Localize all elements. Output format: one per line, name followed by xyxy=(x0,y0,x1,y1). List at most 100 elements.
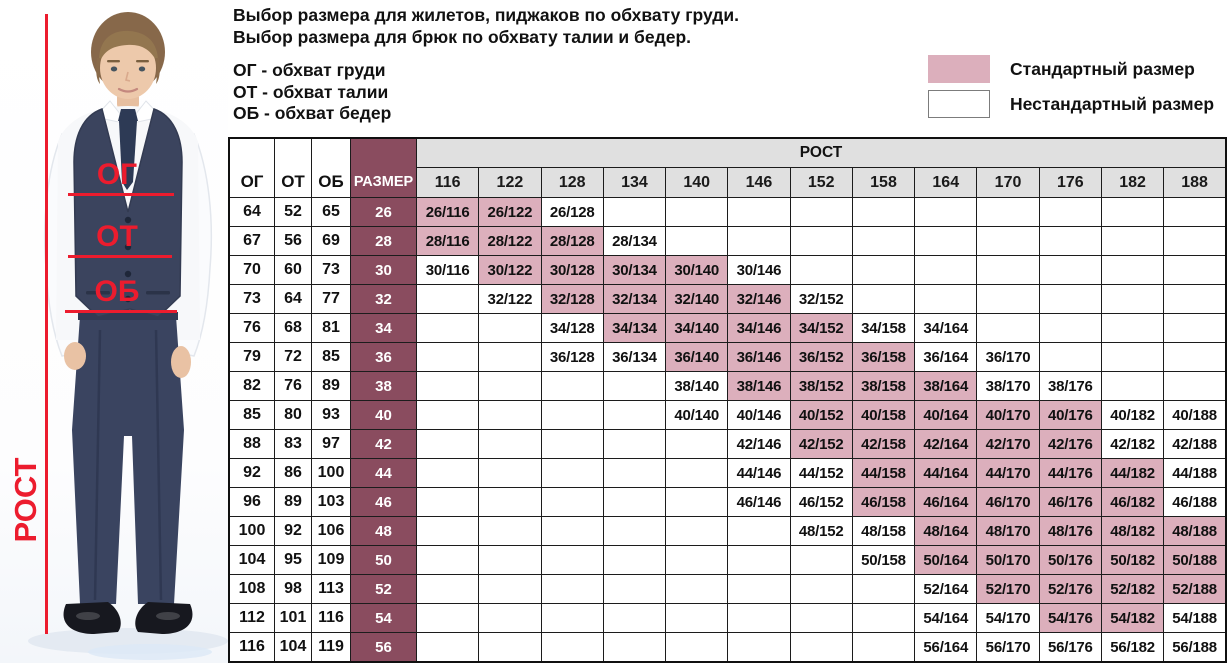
empty-cell xyxy=(851,284,916,314)
size-height-cell: 26/128 xyxy=(540,197,604,227)
chest-value: 104 xyxy=(228,545,275,575)
size-row-32: 73 64 77 32 32/122 32/128 32/134 32/140 32/146 32… xyxy=(228,284,1227,314)
empty-cell xyxy=(851,632,916,663)
empty-cell xyxy=(1100,255,1165,285)
chest-value: 108 xyxy=(228,574,275,604)
size-height-cell: 46/146 xyxy=(727,487,791,517)
size-height-cell: 38/164 xyxy=(914,371,978,401)
abbr-hips: ОБ - обхват бедер xyxy=(233,103,392,123)
empty-cell xyxy=(415,603,480,633)
size-row-26: 64 52 65 26 26/116 26/122 26/128 xyxy=(228,197,1227,227)
empty-cell xyxy=(976,197,1040,227)
size-height-cell: 36/134 xyxy=(602,342,667,372)
size-height-cell: 46/176 xyxy=(1038,487,1102,517)
size-height-cell: 46/164 xyxy=(914,487,978,517)
empty-cell xyxy=(540,487,604,517)
size-height-cell: 44/176 xyxy=(1038,458,1102,488)
size-value: 54 xyxy=(350,603,417,633)
column-header-ot: ОТ xyxy=(274,137,312,198)
size-height-cell: 28/122 xyxy=(478,226,542,256)
hips-label: ОБ xyxy=(94,275,140,308)
size-height-cell: 50/188 xyxy=(1163,545,1227,575)
size-height-cell: 50/182 xyxy=(1100,545,1165,575)
size-height-cell: 44/182 xyxy=(1100,458,1165,488)
empty-cell xyxy=(665,197,729,227)
empty-cell xyxy=(851,197,916,227)
empty-cell xyxy=(415,545,480,575)
hips-value: 89 xyxy=(311,371,351,401)
chest-value: 64 xyxy=(228,197,275,227)
size-height-cell: 56/182 xyxy=(1100,632,1165,663)
height-header-164: 164 xyxy=(914,167,978,198)
empty-cell xyxy=(1038,255,1102,285)
size-row-36: 79 72 85 36 36/128 36/134 36/140 36/146 36/152 36… xyxy=(228,342,1227,372)
size-height-cell: 28/128 xyxy=(540,226,604,256)
waist-value: 83 xyxy=(274,429,312,459)
empty-cell xyxy=(851,226,916,256)
size-row-48: 100 92 106 48 48/152 48/158 48/164 48/170 48/176… xyxy=(228,516,1227,546)
empty-cell xyxy=(540,429,604,459)
legend: Стандартный размер Нестандартный размер xyxy=(928,55,1214,125)
size-height-cell: 36/128 xyxy=(540,342,604,372)
size-height-cell: 52/170 xyxy=(976,574,1040,604)
empty-cell xyxy=(415,458,480,488)
hips-value: 65 xyxy=(311,197,351,227)
empty-cell xyxy=(1100,342,1165,372)
column-header-rost: РОСТ xyxy=(416,137,1227,168)
empty-cell xyxy=(478,516,542,546)
size-height-cell: 42/182 xyxy=(1100,429,1165,459)
empty-cell xyxy=(478,400,542,430)
chest-value: 67 xyxy=(228,226,275,256)
size-height-cell: 44/152 xyxy=(789,458,853,488)
size-height-cell: 34/146 xyxy=(727,313,791,343)
empty-cell xyxy=(1163,371,1227,401)
empty-cell xyxy=(540,400,604,430)
size-height-cell: 32/140 xyxy=(665,284,729,314)
empty-cell xyxy=(478,313,542,343)
waist-value: 98 xyxy=(274,574,312,604)
size-value: 40 xyxy=(350,400,417,430)
size-height-cell: 44/158 xyxy=(851,458,916,488)
size-height-cell: 52/182 xyxy=(1100,574,1165,604)
hips-value: 81 xyxy=(311,313,351,343)
size-height-cell: 30/134 xyxy=(602,255,667,285)
empty-cell xyxy=(602,545,667,575)
size-height-cell: 40/188 xyxy=(1163,400,1227,430)
size-value: 56 xyxy=(350,632,417,663)
size-height-cell: 34/140 xyxy=(665,313,729,343)
size-height-cell: 54/176 xyxy=(1038,603,1102,633)
hips-measure-line xyxy=(65,310,177,313)
size-value: 30 xyxy=(350,255,417,285)
size-height-cell: 40/146 xyxy=(727,400,791,430)
empty-cell xyxy=(976,226,1040,256)
empty-cell xyxy=(789,255,853,285)
size-height-cell: 48/182 xyxy=(1100,516,1165,546)
size-height-cell: 40/152 xyxy=(789,400,853,430)
size-height-cell: 50/170 xyxy=(976,545,1040,575)
size-row-38: 82 76 89 38 38/140 38/146 38/152 38/158 38/164 38… xyxy=(228,371,1227,401)
size-height-cell: 48/164 xyxy=(914,516,978,546)
table-header-row-1: ОГ ОТ ОБ РАЗМЕР РОСТ xyxy=(228,137,1227,198)
size-row-40: 85 80 93 40 40/140 40/146 40/152 40/158 40/164 40… xyxy=(228,400,1227,430)
size-value: 32 xyxy=(350,284,417,314)
waist-value: 60 xyxy=(274,255,312,285)
title-line-1: Выбор размера для жилетов, пиджаков по о… xyxy=(233,5,740,25)
size-height-cell: 42/170 xyxy=(976,429,1040,459)
empty-cell xyxy=(851,255,916,285)
chest-value: 88 xyxy=(228,429,275,459)
chest-measure-line xyxy=(68,193,174,196)
legend-standard: Стандартный размер xyxy=(928,55,1214,83)
height-header-158: 158 xyxy=(851,167,916,198)
empty-cell xyxy=(727,574,791,604)
size-height-cell: 36/170 xyxy=(976,342,1040,372)
chest-value: 85 xyxy=(228,400,275,430)
size-height-cell: 42/188 xyxy=(1163,429,1227,459)
height-header-140: 140 xyxy=(665,167,729,198)
size-row-56: 116 104 119 56 56/164 56/170 56/176 56/182 56/18… xyxy=(228,632,1227,663)
size-height-cell: 48/170 xyxy=(976,516,1040,546)
empty-cell xyxy=(415,487,480,517)
size-height-cell: 48/158 xyxy=(851,516,916,546)
waist-value: 95 xyxy=(274,545,312,575)
waist-value: 86 xyxy=(274,458,312,488)
